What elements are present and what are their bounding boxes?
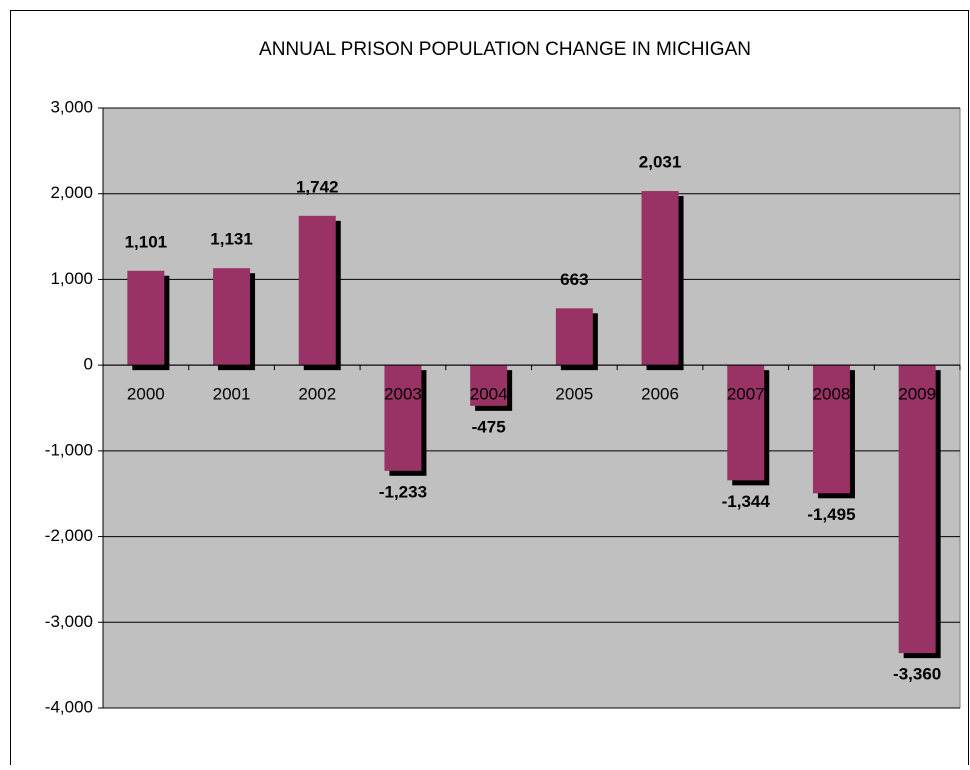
bar — [727, 365, 765, 481]
bar — [555, 308, 593, 366]
x-tick-label: 2006 — [641, 385, 679, 404]
bar — [470, 365, 508, 406]
y-tick-label: 1,000 — [50, 269, 93, 288]
y-tick-label: -4,000 — [45, 697, 93, 716]
data-label: -1,233 — [379, 482, 427, 501]
bar — [127, 270, 165, 366]
y-tick-label: 2,000 — [50, 183, 93, 202]
x-tick-label: 2004 — [470, 385, 508, 404]
data-label: 1,101 — [125, 232, 168, 251]
x-tick-label: 2001 — [213, 385, 251, 404]
y-tick-label: -3,000 — [45, 612, 93, 631]
x-tick-label: 2002 — [298, 385, 336, 404]
y-tick-label: -1,000 — [45, 440, 93, 459]
x-tick-label: 2005 — [555, 385, 593, 404]
y-tick-label: 3,000 — [50, 97, 93, 116]
y-tick-label: -2,000 — [45, 526, 93, 545]
data-label: 1,742 — [296, 177, 339, 196]
x-tick-label: 2007 — [727, 385, 765, 404]
bar — [812, 365, 850, 494]
y-tick-label: 0 — [84, 355, 93, 374]
data-label: -1,495 — [807, 505, 855, 524]
bar — [641, 191, 679, 366]
data-label: -3,360 — [893, 665, 941, 684]
data-label: -475 — [472, 417, 506, 436]
x-tick-label: 2008 — [813, 385, 851, 404]
x-tick-label: 2000 — [127, 385, 165, 404]
bar — [898, 365, 936, 654]
bar — [298, 215, 336, 366]
x-tick-label: 2003 — [384, 385, 422, 404]
x-tick-label: 2009 — [898, 385, 936, 404]
data-label: 1,131 — [210, 230, 253, 249]
data-label: -1,344 — [722, 492, 771, 511]
bar — [213, 268, 251, 366]
bar — [384, 365, 422, 471]
chart-title: ANNUAL PRISON POPULATION CHANGE IN MICHI… — [259, 39, 751, 60]
data-label: 2,031 — [639, 153, 682, 172]
data-label: 663 — [560, 270, 588, 289]
